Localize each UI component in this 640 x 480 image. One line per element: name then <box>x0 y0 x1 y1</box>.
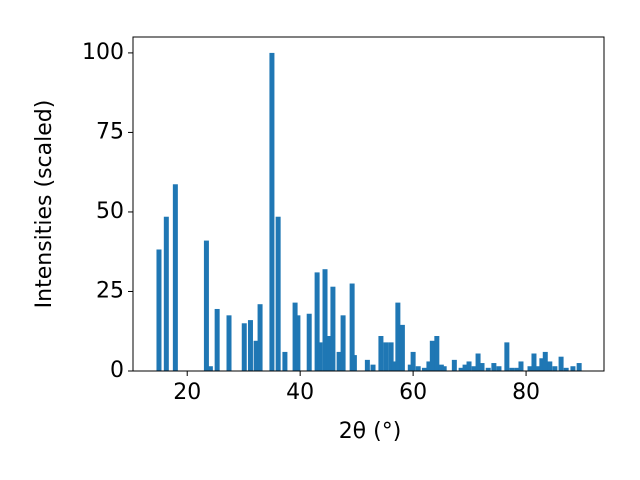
bar <box>462 364 468 371</box>
y-tick-label: 50 <box>96 199 124 224</box>
bar <box>441 366 447 371</box>
bar <box>275 216 281 371</box>
bar <box>438 364 444 371</box>
plot-frame <box>132 36 605 372</box>
x-tick-label: 60 <box>399 380 427 405</box>
bar <box>156 249 162 371</box>
bar <box>247 320 253 371</box>
bar <box>378 336 384 371</box>
bar <box>421 367 427 371</box>
bar <box>415 366 421 371</box>
bar <box>485 367 491 371</box>
bar <box>479 363 485 371</box>
bar <box>351 355 357 371</box>
bar <box>429 340 435 371</box>
y-tick-label: 75 <box>96 119 124 144</box>
bar <box>563 367 569 371</box>
bar <box>295 315 301 371</box>
bar <box>226 315 232 371</box>
bar <box>336 351 342 371</box>
bar <box>531 353 537 371</box>
bar <box>214 308 220 371</box>
bar <box>426 361 432 371</box>
bar <box>330 286 336 371</box>
bar <box>471 366 477 371</box>
bar <box>451 359 457 371</box>
bar <box>163 216 169 371</box>
bar <box>514 367 520 371</box>
y-tick-label: 100 <box>82 40 124 65</box>
bar <box>317 342 323 371</box>
bar <box>475 353 481 371</box>
bar <box>322 269 328 371</box>
bar <box>552 366 558 371</box>
bar <box>518 361 524 371</box>
y-tick-label: 0 <box>110 358 124 383</box>
bar <box>257 304 263 371</box>
bar <box>434 336 440 371</box>
bar <box>388 342 394 371</box>
bar <box>314 272 320 371</box>
bar <box>491 363 497 371</box>
bar <box>509 367 515 371</box>
bar <box>326 336 332 371</box>
bar <box>395 302 401 371</box>
bar <box>203 240 209 371</box>
bar <box>172 184 178 371</box>
bar <box>391 361 397 371</box>
bar <box>576 363 582 371</box>
bar <box>547 361 553 371</box>
bar <box>407 364 413 371</box>
bar <box>364 359 370 371</box>
bar <box>399 324 405 371</box>
bar <box>570 366 576 371</box>
bar <box>542 351 548 371</box>
bar <box>458 367 464 371</box>
x-tick-label: 20 <box>173 380 201 405</box>
bar <box>269 52 275 372</box>
bar <box>383 342 389 371</box>
bar <box>410 351 416 371</box>
y-axis-label: Intensities (scaled) <box>32 100 57 309</box>
bar <box>370 364 376 371</box>
bar <box>558 356 564 371</box>
bar <box>504 342 510 371</box>
bar <box>527 366 533 371</box>
bar <box>535 366 541 371</box>
x-axis-label: 2θ (°) <box>339 419 402 444</box>
bar <box>306 313 312 371</box>
bar <box>349 283 355 371</box>
x-tick-label: 80 <box>512 380 540 405</box>
y-tick-label: 25 <box>96 278 124 303</box>
x-tick-label: 40 <box>286 380 314 405</box>
bar <box>496 366 502 371</box>
bar <box>241 323 247 371</box>
bar <box>466 361 472 371</box>
bar <box>292 302 298 371</box>
bar <box>253 340 259 371</box>
bar <box>539 358 545 371</box>
bar <box>340 315 346 371</box>
bar <box>282 351 288 371</box>
bar <box>207 366 213 371</box>
